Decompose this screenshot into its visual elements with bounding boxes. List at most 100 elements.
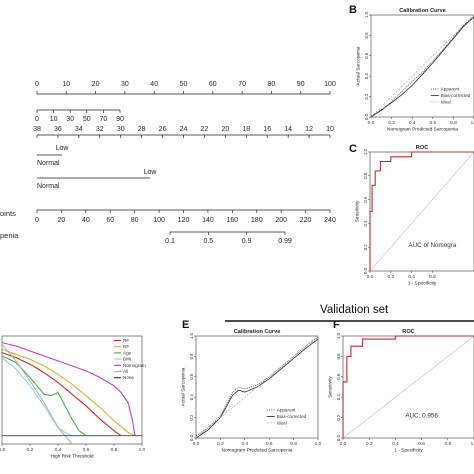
x-tick-label: 0.8 <box>111 447 118 453</box>
row3-tick-label: 18 <box>242 126 250 133</box>
x-tick-label: 1.0 <box>315 441 322 447</box>
total-points-tick-label: 100 <box>153 217 165 224</box>
total-points-tick-label: 0 <box>35 217 39 224</box>
legend-label: Ideal <box>277 420 287 425</box>
risk-tick-label: 0.99 <box>278 238 292 245</box>
row5-level-low: Low <box>144 169 158 176</box>
risk-tick-label: 0.1 <box>165 238 175 245</box>
panel-c-roc-chart: ROC 0.0 0.2 0.4 0.6 0.0 0.2 0.4 0.6 0.8 1.0 1 - Spe… <box>354 145 474 287</box>
total-points-tick-label: 60 <box>106 217 114 224</box>
y-tick-label: 0.2 <box>336 414 341 421</box>
y-tick-label: 0.0 <box>363 267 368 274</box>
total-points-tick-label: 240 <box>324 217 336 224</box>
y-tick-label: 0.6 <box>363 196 368 203</box>
row4-level-normal: Normal <box>37 160 60 167</box>
roc-reference-diagonal <box>369 151 474 272</box>
series-line-apparent <box>195 336 319 437</box>
panel-d-decision-curve: 0.0 0.2 0.4 0.6 0.8 1.0 High Risk Threshold RFR… <box>0 335 146 460</box>
y-axis-label: Sensitivity <box>354 200 360 222</box>
row3-tick-label: 20 <box>221 126 229 133</box>
risk-tick-label: 0.5 <box>203 238 213 245</box>
points-tick-label: 10 <box>62 81 70 88</box>
y-tick-label: 0.2 <box>363 244 368 251</box>
x-tick-label: 0.4 <box>241 441 248 447</box>
chart-title: ROC <box>402 329 414 335</box>
y-tick-label: 0.8 <box>364 32 369 39</box>
total-points-tick-label: 20 <box>58 217 66 224</box>
total-points-tick-label: 80 <box>131 217 139 224</box>
x-tick-label: 0.2 <box>217 441 224 447</box>
row3-tick-label: 10 <box>326 126 334 133</box>
panel-label-c: C <box>349 143 357 155</box>
x-tick-label: 0.0 <box>193 441 200 447</box>
x-axis-label: 1 - Specificity <box>408 281 437 287</box>
panel-b-calibration-chart: Calibration Curve 0.0 0.2 0.4 0.6 0.8 1.0 0.0 0.… <box>355 8 474 133</box>
y-tick-label: 1.0 <box>336 332 341 339</box>
x-axis-label: Nomogram Predicted Sarcopenia <box>222 448 293 454</box>
x-tick-label: 0.0 <box>340 441 347 447</box>
legend-label: BMI <box>123 357 131 362</box>
x-tick-label: 0.0 <box>367 274 374 280</box>
x-axis-label: 1 - Specificity <box>394 448 423 454</box>
x-axis-label: High Risk Threshold <box>50 454 93 460</box>
risk-label: penia <box>0 231 19 240</box>
x-tick-label: 1.0 <box>471 441 474 447</box>
x-tick-label: 0.0 <box>0 447 6 453</box>
points-tick-label: 20 <box>92 81 100 88</box>
row3-tick-label: 16 <box>263 126 271 133</box>
x-tick-label: 0.2 <box>366 441 373 447</box>
y-tick-label: 1.0 <box>363 148 368 155</box>
series-line-ideal <box>370 14 474 118</box>
panel-label-f: F <box>333 319 340 331</box>
row3-tick-label: 24 <box>180 126 188 133</box>
legend-label: Apparent <box>441 86 460 91</box>
y-tick-label: 0.2 <box>364 93 369 100</box>
row3-tick-label: 38 <box>33 126 41 133</box>
y-tick-label: 0.8 <box>189 353 194 360</box>
legend-label: RF <box>123 344 129 349</box>
plot-frame <box>1 335 143 445</box>
y-tick-label: 0.6 <box>336 373 341 380</box>
panel-f-roc-chart: ROC 0.0 0.2 0.4 0.6 0.8 1.0 0.0 0.2 0.4 0.6 0.8 1.0 1… <box>327 329 474 454</box>
y-tick-label: 0.0 <box>189 434 194 441</box>
row3-tick-label: 30 <box>117 126 125 133</box>
legend-label: Bias-corrected <box>277 414 307 419</box>
row2-tick-label: 70 <box>100 116 108 123</box>
y-tick-label: 0.6 <box>364 52 369 59</box>
total-points-tick-label: 40 <box>82 217 90 224</box>
points-tick-label: 90 <box>297 81 305 88</box>
x-tick-label: 1.0 <box>471 120 474 126</box>
legend-label: RF <box>123 338 129 343</box>
panel-e-calibration-chart: Calibration Curve 0.0 0.2 0.4 0.6 0.8 1.0 0.0 0.… <box>180 329 321 454</box>
legend-label: Bias-corrected <box>441 93 471 98</box>
row2-tick-label: 90 <box>116 116 124 123</box>
series-line-bias-corrected <box>195 338 319 439</box>
row3-tick-label: 32 <box>96 126 104 133</box>
x-tick-label: 0.4 <box>408 274 415 280</box>
x-tick-label: 0.0 <box>368 120 375 126</box>
total-points-tick-label: 220 <box>300 217 312 224</box>
points-tick-label: 50 <box>180 81 188 88</box>
legend-label: None <box>123 375 134 380</box>
auc-annotation: AUC: 0.956 <box>405 413 438 420</box>
series-line-apparent <box>370 15 474 117</box>
y-axis-label: Actual Sarcopenia <box>180 367 186 406</box>
row3-tick-label: 22 <box>201 126 209 133</box>
series-line-bias-corrected <box>370 16 474 118</box>
x-axis-label: Nomogram Predicted Sarcopenia <box>387 127 458 133</box>
legend-label: All <box>123 369 128 374</box>
row3-tick-label: 36 <box>54 126 62 133</box>
x-tick-label: 0.2 <box>387 274 394 280</box>
row4-level-low: Low <box>56 145 70 152</box>
x-tick-label: 0.6 <box>83 447 90 453</box>
x-tick-label: 0.2 <box>27 447 34 453</box>
legend-label: Apparent <box>277 407 296 412</box>
x-tick-label: 0.6 <box>418 441 425 447</box>
plot-frame <box>195 335 319 439</box>
y-tick-label: 0.4 <box>363 220 368 227</box>
y-tick-label: 0.0 <box>336 434 341 441</box>
y-tick-label: 0.4 <box>364 73 369 80</box>
points-tick-label: 70 <box>238 81 246 88</box>
y-tick-label: 0.8 <box>336 353 341 360</box>
x-tick-label: 0.8 <box>444 441 451 447</box>
